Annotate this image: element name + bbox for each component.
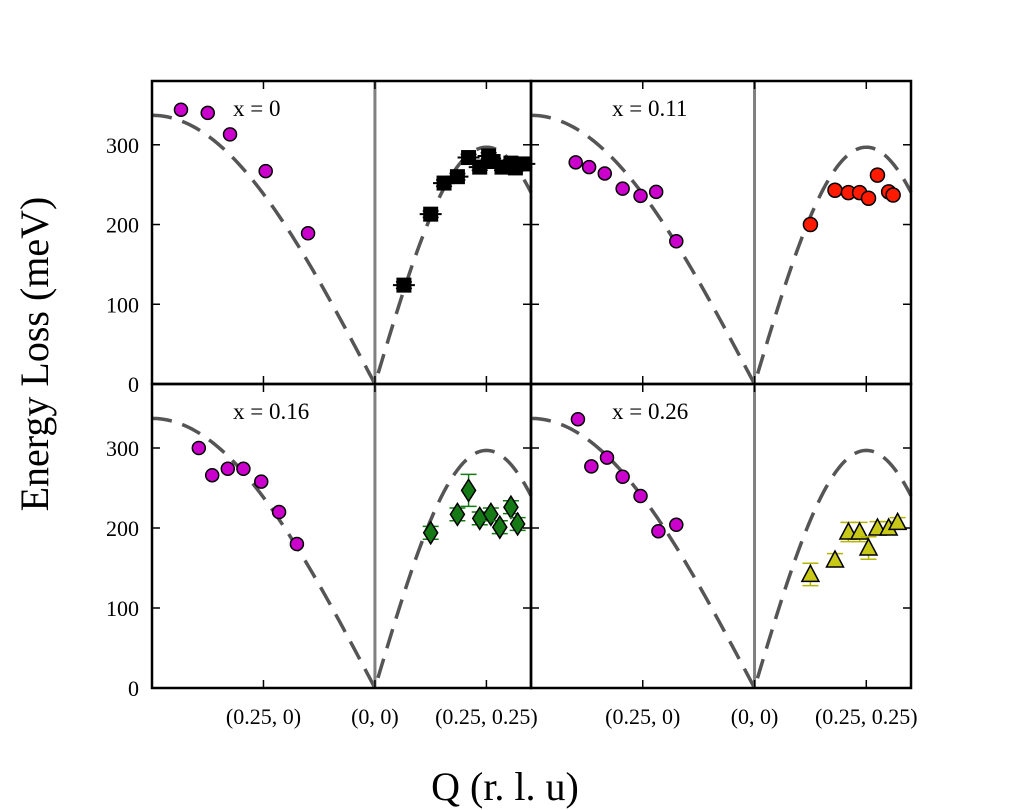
y-tick-label: 200 (106, 213, 139, 238)
square-point (423, 206, 439, 222)
diamond-point (482, 502, 499, 527)
magenta-point (568, 155, 583, 170)
square-point (449, 169, 465, 185)
panel-3: 0 100 200 300 (0.25, 0) (0, 0) (0.25, 0.25) x =… (106, 382, 538, 729)
panel-frame (150, 382, 533, 690)
panel-label: x = 0.16 (233, 399, 309, 424)
red-point (869, 167, 886, 183)
y-tick-label: 300 (106, 436, 139, 461)
panel-2: x = 0.11 (529, 79, 913, 388)
magenta-point (570, 411, 586, 427)
panel-label: x = 0.11 (612, 96, 687, 121)
panel-frame (529, 382, 913, 690)
panel-frame (150, 79, 533, 386)
magenta-point (289, 536, 305, 552)
magenta-point (648, 184, 664, 200)
magenta-point (633, 188, 648, 204)
panel-label: x = 0.26 (612, 399, 688, 424)
magenta-point (253, 474, 269, 489)
dispersion-curve (151, 416, 533, 692)
diamond-point (491, 514, 508, 540)
diamond-point (460, 478, 477, 503)
triangle-point (825, 549, 845, 568)
magenta-point (669, 234, 684, 249)
diamond-point (449, 502, 466, 527)
magenta-point (173, 102, 189, 117)
red-point (860, 190, 877, 206)
red-point (885, 187, 901, 203)
magenta-point (300, 226, 316, 241)
x-tick-label: (0.25, 0) (605, 704, 680, 729)
x-tick-label: (0, 0) (731, 704, 779, 729)
x-tick-label: (0.25, 0) (226, 704, 301, 729)
diamond-point (471, 506, 488, 531)
red-point (827, 182, 843, 198)
diamond-point (509, 511, 526, 537)
triangle-point (849, 521, 870, 540)
panel-4: (0.25, 0) (0, 0) (0.25, 0.25) x = 0.26 (529, 382, 918, 729)
magenta-point (222, 127, 238, 142)
dispersion-curve (530, 113, 913, 388)
y-tick-label: 0 (128, 676, 139, 701)
y-tick-label: 100 (106, 292, 139, 317)
magenta-point (615, 181, 630, 196)
y-tick-label: 200 (106, 516, 139, 541)
triangle-point (887, 511, 908, 531)
magenta-point (220, 461, 236, 477)
magenta-point (191, 440, 207, 456)
dispersion-curve (151, 113, 533, 388)
magenta-point (236, 461, 251, 477)
magenta-point (258, 163, 273, 179)
magenta-point (651, 523, 666, 539)
magenta-point (200, 105, 215, 121)
magenta-point (584, 459, 599, 474)
panel-frame (529, 79, 913, 386)
square-point (396, 277, 412, 293)
x-tick-label: (0.25, 0.25) (815, 704, 918, 729)
y-tick-label: 100 (106, 596, 139, 621)
magenta-point (599, 450, 615, 465)
x-tick-label: (0, 0) (351, 704, 399, 729)
magenta-point (633, 488, 648, 504)
triangle-point (858, 537, 879, 556)
y-axis-title: Energy Loss (meV) (12, 197, 57, 512)
red-point (802, 216, 819, 233)
square-point (461, 150, 477, 166)
triangle-point (800, 563, 821, 583)
square-point (516, 156, 532, 172)
magenta-point (271, 504, 287, 520)
panel-label: x = 0 (233, 96, 280, 121)
diamond-point (422, 520, 439, 546)
y-tick-label: 300 (106, 133, 139, 158)
square-point (436, 175, 452, 191)
x-tick-label: (0.25, 0.25) (435, 704, 538, 729)
magenta-point (669, 517, 684, 533)
magenta-point (204, 467, 220, 483)
magenta-point (615, 469, 630, 485)
x-axis-title: Q (r. l. u) (431, 764, 579, 809)
magenta-point (597, 166, 613, 181)
panels-group: 0 100 200 300 x = 0 x = 0.11 0 100 200 300 (0.25, … (106, 79, 918, 729)
dispersion-curve (530, 416, 913, 692)
y-tick-label: 0 (128, 372, 139, 397)
magenta-point (581, 159, 597, 175)
panel-1: 0 100 200 300 x = 0 (106, 79, 536, 397)
